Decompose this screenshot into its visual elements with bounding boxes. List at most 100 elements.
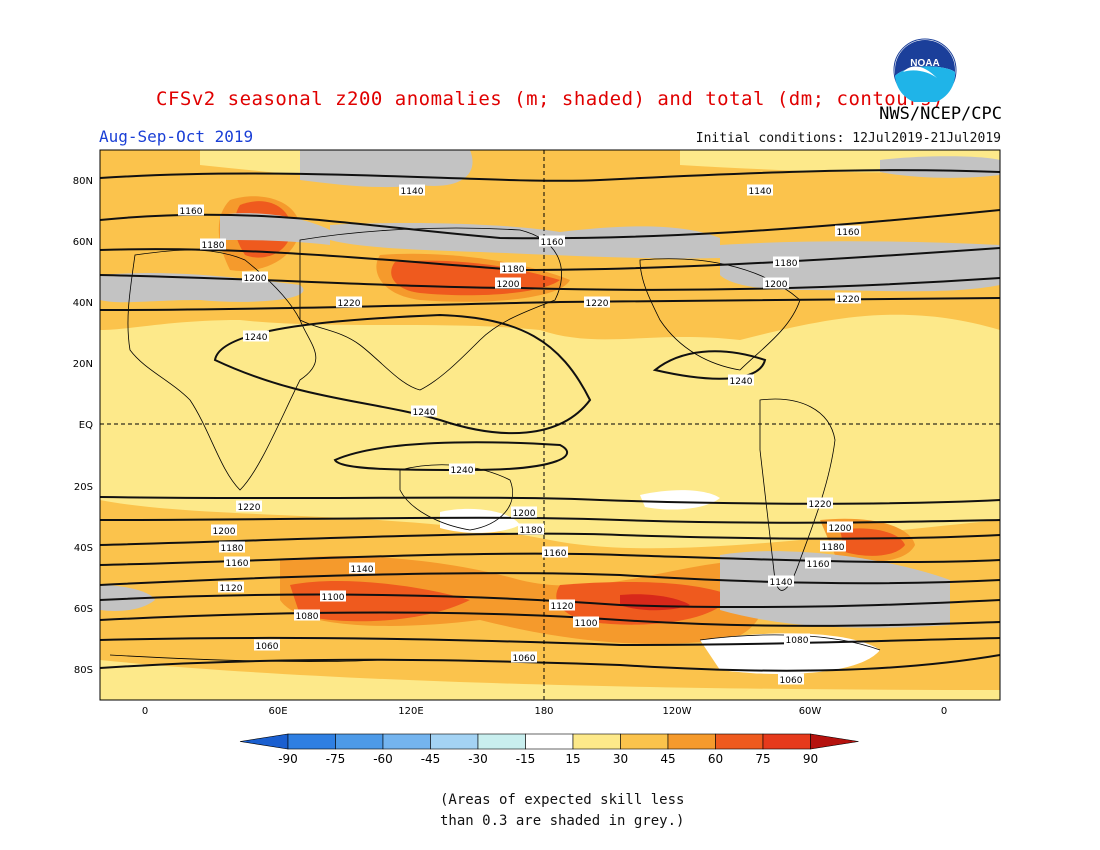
contour-label-box <box>768 575 794 587</box>
contour-label-box <box>773 256 799 268</box>
contour-label: 1160 <box>837 228 860 238</box>
contour-label: 1180 <box>775 259 798 269</box>
contour-label: 1200 <box>213 527 236 537</box>
contour-label: 1140 <box>749 187 772 197</box>
asia-coast <box>299 227 562 391</box>
north-america-coast <box>639 258 801 371</box>
contour-1240-asia <box>213 313 592 435</box>
colorbar-segment <box>762 733 811 750</box>
contour-label-box <box>539 235 565 247</box>
contour-label: 1060 <box>780 676 803 686</box>
colorbar-segment <box>525 733 574 750</box>
colorbar-segment <box>430 733 479 750</box>
contour-label: 1240 <box>245 333 268 343</box>
contour-label: 1100 <box>575 619 598 629</box>
contour-labels: 1140 1140 1160 1180 1160 1160 1180 1180 1200 1200… <box>178 184 861 686</box>
lat-label: 40S <box>74 543 93 554</box>
lat-label: 60N <box>73 237 93 248</box>
contour-label-box <box>399 184 425 196</box>
contour-label-box <box>511 651 537 663</box>
contour-label-box <box>178 204 204 216</box>
contour-label: 1200 <box>244 274 267 284</box>
contour-1200-s <box>100 516 1000 524</box>
contour-1160-s <box>100 552 1000 566</box>
contour-label-box <box>224 556 250 568</box>
contour-1100-s <box>100 611 1000 627</box>
contour-label: 1180 <box>202 241 225 251</box>
skill-note-line-2: than 0.3 are shaded in grey.) <box>440 813 685 829</box>
contour-label: 1080 <box>296 612 319 622</box>
contour-label-box <box>242 271 268 283</box>
contour-1240-america <box>652 350 767 380</box>
contour-label-box <box>449 463 475 475</box>
lon-label: 0 <box>142 706 148 717</box>
contour-label-box <box>218 581 244 593</box>
contour-label: 1140 <box>401 187 424 197</box>
colorbar-segment <box>667 733 716 750</box>
contour-label: 1120 <box>551 602 574 612</box>
colorbar-segment <box>477 733 526 750</box>
contour-label-box <box>584 296 610 308</box>
contour-label: 1220 <box>837 295 860 305</box>
colorbar-segment <box>335 733 384 750</box>
contour-label-box <box>542 546 568 558</box>
colorbar-segment <box>572 733 621 750</box>
colorbar-segment <box>382 733 431 750</box>
contour-label-box <box>805 557 831 569</box>
contour-label: 1160 <box>226 559 249 569</box>
contour-label-box <box>573 616 599 628</box>
skill-note: (Areas of expected skill less than 0.3 a… <box>440 790 760 832</box>
contour-1220-s <box>100 496 1000 505</box>
colorbar-segment <box>715 733 764 750</box>
agency-label: NWS/NCEP/CPC <box>879 104 1002 124</box>
shade-sw-atlantic-red <box>840 528 905 556</box>
contour-label-box <box>835 292 861 304</box>
noaa-logo-icon: NOAA <box>893 38 957 102</box>
initial-conditions-label: Initial conditions: 12Jul2019-21Jul2019 <box>695 131 1001 146</box>
contour-label-box <box>294 609 320 621</box>
contour-label: 1180 <box>822 543 845 553</box>
contour-label-box <box>495 277 521 289</box>
contour-1080-s <box>100 636 1000 647</box>
contour-label-box <box>219 541 245 553</box>
contour-label: 1160 <box>544 549 567 559</box>
grey-northamerica <box>720 241 1000 292</box>
contour-1180-s <box>100 532 1000 546</box>
contour-label: 1060 <box>513 654 536 664</box>
contour-1060-s <box>100 654 1000 672</box>
africa-europe-coast <box>127 249 317 491</box>
contour-label: 1180 <box>221 544 244 554</box>
lon-label: 120E <box>398 706 423 717</box>
lon-label: 60E <box>268 706 287 717</box>
contour-label-box <box>211 524 237 536</box>
lon-label: 180 <box>534 706 553 717</box>
colorbar-label: 45 <box>660 752 675 766</box>
shade-south-pale <box>100 660 1000 700</box>
contour-label-box <box>320 590 346 602</box>
contour-1160 <box>100 209 1000 240</box>
grey-europe <box>220 213 330 245</box>
contour-label: 1100 <box>322 593 345 603</box>
contour-label: 1220 <box>238 503 261 513</box>
lat-label: 40N <box>73 298 93 309</box>
colorbar-arrow-low <box>239 733 289 750</box>
colorbar-label: 75 <box>755 752 770 766</box>
lon-label: 0 <box>941 706 947 717</box>
contour-label: 1200 <box>513 509 536 519</box>
contour-label-box <box>511 506 537 518</box>
contour-label: 1180 <box>520 526 543 536</box>
grey-arctic <box>300 150 473 188</box>
contour-label: 1120 <box>220 584 243 594</box>
contour-label: 1220 <box>809 500 832 510</box>
lat-label: EQ <box>79 420 93 431</box>
contour-label: 1200 <box>497 280 520 290</box>
contour-label-box <box>236 500 262 512</box>
white-patch-2 <box>440 508 520 533</box>
season-label: Aug-Sep-Oct 2019 <box>99 127 254 146</box>
contour-label: 1080 <box>786 636 809 646</box>
contour-label: 1200 <box>829 524 852 534</box>
contour-label-box <box>411 405 437 417</box>
lat-label: 20N <box>73 359 93 370</box>
contour-label-box <box>336 296 362 308</box>
